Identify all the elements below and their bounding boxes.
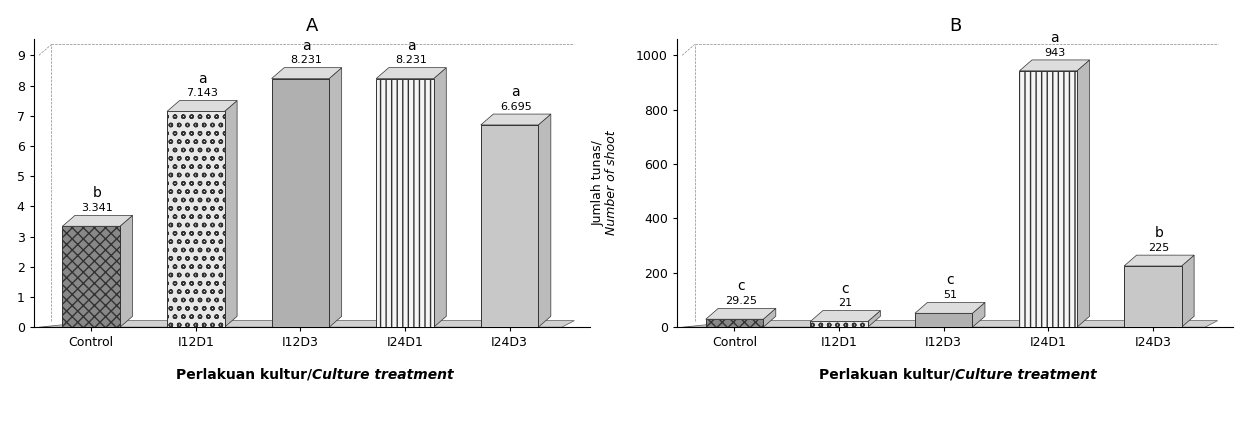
Polygon shape xyxy=(682,321,1218,327)
Polygon shape xyxy=(225,101,238,327)
Polygon shape xyxy=(329,68,341,327)
Text: 7.143: 7.143 xyxy=(186,88,218,98)
Polygon shape xyxy=(706,308,776,319)
Text: 3.341: 3.341 xyxy=(81,203,114,213)
Text: c: c xyxy=(738,280,745,293)
Text: 51: 51 xyxy=(942,290,958,300)
Title: B: B xyxy=(949,17,961,35)
Text: Culture treatment: Culture treatment xyxy=(312,368,454,381)
Text: 21: 21 xyxy=(839,298,852,308)
Text: a: a xyxy=(198,71,206,86)
Text: Culture treatment: Culture treatment xyxy=(955,368,1096,381)
Polygon shape xyxy=(764,308,776,327)
Text: b: b xyxy=(92,187,103,200)
Text: 6.695: 6.695 xyxy=(500,102,531,112)
Bar xyxy=(62,226,120,327)
Polygon shape xyxy=(434,68,446,327)
Text: 225: 225 xyxy=(1149,243,1170,253)
Bar xyxy=(1124,266,1181,327)
Title: A: A xyxy=(306,17,318,35)
Text: a: a xyxy=(511,85,520,99)
Bar xyxy=(1020,71,1078,327)
Text: c: c xyxy=(841,282,849,296)
Text: Number of shoot: Number of shoot xyxy=(605,131,618,235)
Bar xyxy=(376,79,434,327)
Polygon shape xyxy=(168,101,238,111)
Bar xyxy=(706,319,764,327)
Polygon shape xyxy=(915,302,985,313)
Bar xyxy=(271,79,329,327)
Text: c: c xyxy=(946,273,954,288)
Polygon shape xyxy=(376,68,446,79)
Text: a: a xyxy=(302,39,311,53)
Polygon shape xyxy=(1078,60,1090,327)
Polygon shape xyxy=(539,114,551,327)
Bar xyxy=(810,322,867,327)
Polygon shape xyxy=(120,215,132,327)
Polygon shape xyxy=(1181,255,1194,327)
Text: 8.231: 8.231 xyxy=(395,55,428,65)
Bar xyxy=(168,111,225,327)
Text: Perlakuan kultur/: Perlakuan kultur/ xyxy=(176,368,312,381)
Bar xyxy=(915,313,972,327)
Text: a: a xyxy=(408,39,415,53)
Polygon shape xyxy=(1020,60,1090,71)
Text: 8.231: 8.231 xyxy=(291,55,322,65)
Text: 29.25: 29.25 xyxy=(725,296,756,306)
Polygon shape xyxy=(62,215,132,226)
Polygon shape xyxy=(481,114,551,125)
Polygon shape xyxy=(867,310,880,327)
Polygon shape xyxy=(39,321,574,327)
Text: Jumlah tunas/: Jumlah tunas/ xyxy=(591,140,605,226)
Bar xyxy=(481,125,539,327)
Text: a: a xyxy=(1050,31,1059,45)
Text: Perlakuan kultur/: Perlakuan kultur/ xyxy=(819,368,955,381)
Polygon shape xyxy=(271,68,341,79)
Text: 943: 943 xyxy=(1044,48,1065,58)
Polygon shape xyxy=(1124,255,1194,266)
Text: b: b xyxy=(1155,226,1164,240)
Polygon shape xyxy=(972,302,985,327)
Polygon shape xyxy=(810,310,880,322)
